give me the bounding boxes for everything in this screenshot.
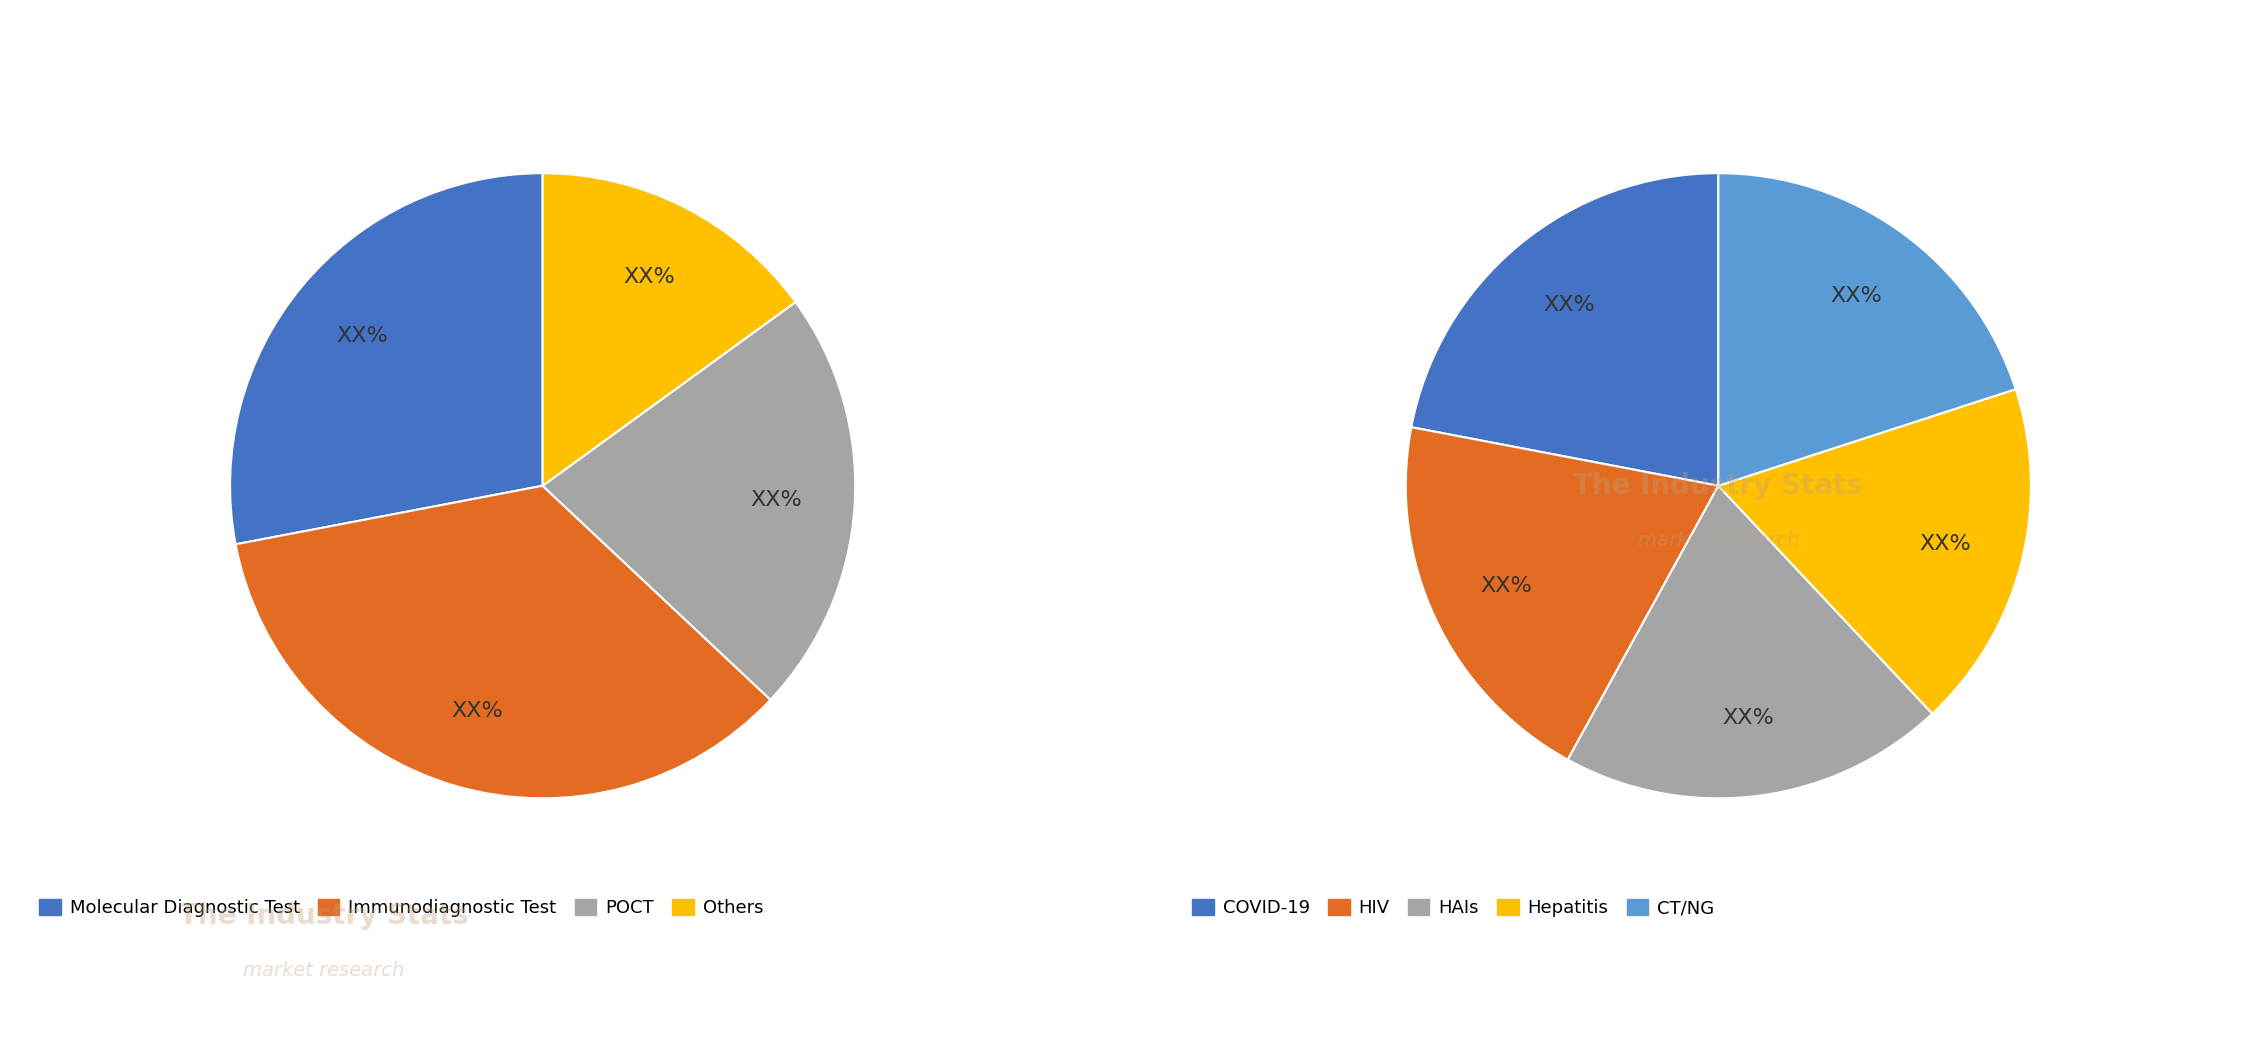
Text: XX%: XX% (337, 326, 389, 346)
Text: XX%: XX% (751, 490, 803, 510)
Wedge shape (1406, 428, 1718, 759)
Wedge shape (543, 173, 796, 486)
Text: Source: Theindustrystats Analysis: Source: Theindustrystats Analysis (113, 999, 543, 1018)
Text: XX%: XX% (1831, 286, 1881, 306)
Text: XX%: XX% (452, 701, 504, 721)
Text: XX%: XX% (624, 267, 676, 287)
Legend: COVID-19, HIV, HAIs, Hepatitis, CT/NG: COVID-19, HIV, HAIs, Hepatitis, CT/NG (1185, 892, 1721, 924)
Text: XX%: XX% (1481, 576, 1533, 596)
Wedge shape (1411, 173, 1718, 486)
Text: XX%: XX% (1542, 295, 1594, 315)
Text: Website: www.theindustrystats.com: Website: www.theindustrystats.com (1651, 999, 2107, 1018)
Wedge shape (231, 173, 543, 544)
Text: The Industry Stats: The Industry Stats (179, 902, 468, 929)
Text: XX%: XX% (1723, 709, 1773, 729)
Text: Email: sales@theindustrystats.com: Email: sales@theindustrystats.com (950, 999, 1391, 1018)
Wedge shape (543, 302, 855, 700)
Text: market research: market research (1637, 531, 1800, 550)
Text: Fig. Global Infectious Disease Test Kit Market Share by Product Types & Applicat: Fig. Global Infectious Disease Test Kit … (27, 33, 1467, 62)
Wedge shape (1718, 390, 2030, 714)
Text: XX%: XX% (1920, 534, 1972, 554)
Text: The Industry Stats: The Industry Stats (1574, 472, 1863, 499)
Wedge shape (1718, 173, 2015, 486)
Text: market research: market research (244, 961, 405, 980)
Wedge shape (235, 486, 771, 798)
Wedge shape (1567, 486, 1933, 798)
